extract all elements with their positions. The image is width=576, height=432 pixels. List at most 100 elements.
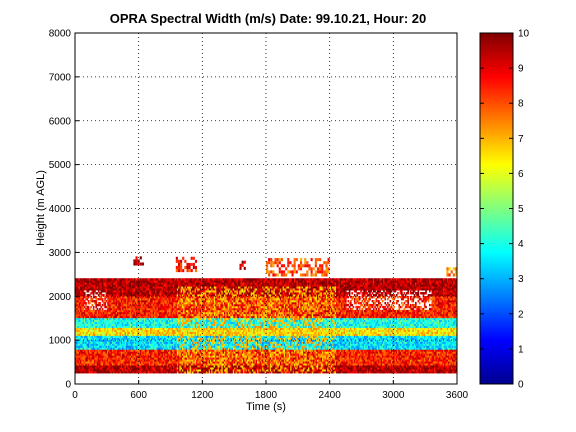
heatmap-cell: [142, 317, 145, 321]
heatmap-cell: [108, 284, 110, 287]
heatmap-cell: [117, 301, 119, 305]
heatmap-cell: [204, 351, 207, 354]
heatmap-cell: [201, 286, 203, 289]
heatmap-cell: [197, 317, 199, 321]
heatmap-cell: [159, 355, 161, 358]
heatmap-cell: [165, 315, 168, 319]
heatmap-cell: [184, 363, 187, 366]
heatmap-cell: [104, 309, 106, 313]
heatmap-cell: [185, 303, 188, 307]
heatmap-cell: [162, 286, 165, 289]
heatmap-cell: [150, 296, 152, 299]
heatmap-cell: [194, 317, 197, 321]
heatmap-cell: [187, 337, 189, 340]
heatmap-cell: [204, 369, 207, 372]
heatmap-cell: [78, 369, 81, 372]
heatmap-cell: [198, 282, 201, 285]
heatmap-cell: [187, 325, 189, 329]
heatmap-cell: [81, 292, 84, 295]
heatmap-cell: [187, 333, 189, 336]
heatmap-cell: [161, 357, 164, 360]
heatmap-cell: [114, 299, 117, 303]
heatmap-cell: [108, 288, 110, 291]
heatmap-cell: [109, 353, 112, 356]
heatmap-cell: [165, 357, 168, 360]
heatmap-cell: [189, 353, 192, 356]
heatmap-cell: [187, 305, 189, 309]
heatmap-cell: [162, 305, 165, 309]
heatmap-cell: [86, 286, 89, 289]
heatmap-cell: [185, 355, 188, 358]
heatmap-cell: [139, 349, 142, 352]
heatmap-cell: [105, 369, 108, 372]
heatmap-cell: [108, 329, 110, 332]
heatmap-cell: [207, 305, 210, 309]
heatmap-cell: [110, 355, 113, 358]
heatmap-cell: [96, 333, 99, 336]
heatmap-cell: [189, 345, 192, 348]
heatmap-cell: [134, 329, 137, 332]
heatmap-cell: [134, 282, 137, 285]
heatmap-cell: [99, 309, 101, 313]
heatmap-cell: [197, 359, 199, 362]
heatmap-cell: [137, 329, 140, 332]
heatmap-cell: [194, 357, 197, 360]
heatmap-cell: [189, 286, 192, 289]
heatmap-cell: [165, 359, 168, 362]
heatmap-cell: [199, 317, 202, 321]
heatmap-cell: [204, 309, 207, 313]
heatmap-cell: [75, 284, 77, 287]
heatmap-cell: [208, 325, 211, 329]
heatmap-cell: [96, 309, 99, 313]
heatmap-cell: [111, 286, 114, 289]
heatmap-cell: [192, 319, 194, 323]
heatmap-cell: [183, 299, 185, 303]
heatmap-cell: [189, 315, 192, 319]
heatmap-cell: [198, 294, 201, 297]
heatmap-cell: [190, 315, 193, 319]
heatmap-cell: [204, 319, 207, 323]
heatmap-cell: [165, 351, 168, 354]
heatmap-cell: [201, 280, 203, 283]
heatmap-cell: [157, 313, 160, 317]
heatmap-cell: [77, 371, 80, 374]
heatmap-cell: [97, 335, 100, 338]
heatmap-cell: [142, 307, 145, 311]
heatmap-cell: [173, 329, 175, 332]
heatmap-cell: [199, 323, 202, 327]
heatmap-cell: [81, 347, 84, 350]
heatmap-cell: [178, 325, 180, 329]
heatmap-cell: [106, 315, 109, 319]
heatmap-cell: [82, 317, 85, 321]
heatmap-cell: [94, 278, 96, 281]
heatmap-cell: [203, 303, 206, 307]
heatmap-cell: [190, 296, 193, 299]
heatmap-cell: [141, 349, 143, 352]
heatmap-cell: [151, 292, 154, 295]
heatmap-cell: [201, 339, 203, 342]
heatmap-cell: [118, 369, 120, 372]
heatmap-cell: [206, 290, 208, 293]
heatmap-cell: [127, 325, 129, 329]
heatmap-cell: [195, 286, 198, 289]
heatmap-cell: [106, 343, 109, 346]
heatmap-cell: [184, 292, 187, 295]
heatmap-cell: [85, 353, 87, 356]
heatmap-cell: [89, 367, 91, 370]
heatmap-cell: [123, 361, 126, 364]
heatmap-cell: [153, 335, 156, 338]
heatmap-cell: [82, 341, 85, 344]
heatmap-cell: [190, 327, 193, 330]
heatmap-cell: [113, 296, 115, 299]
heatmap-cell: [104, 369, 106, 372]
heatmap-cell: [81, 299, 84, 303]
heatmap-cell: [76, 299, 78, 303]
heatmap-cell: [134, 317, 137, 321]
heatmap-cell: [164, 349, 166, 352]
heatmap-cell: [170, 292, 173, 295]
heatmap-cell: [125, 303, 128, 307]
heatmap-cell: [86, 361, 89, 364]
heatmap-cell: [173, 305, 175, 309]
heatmap-cell: [108, 365, 110, 368]
heatmap-cell: [90, 317, 92, 321]
